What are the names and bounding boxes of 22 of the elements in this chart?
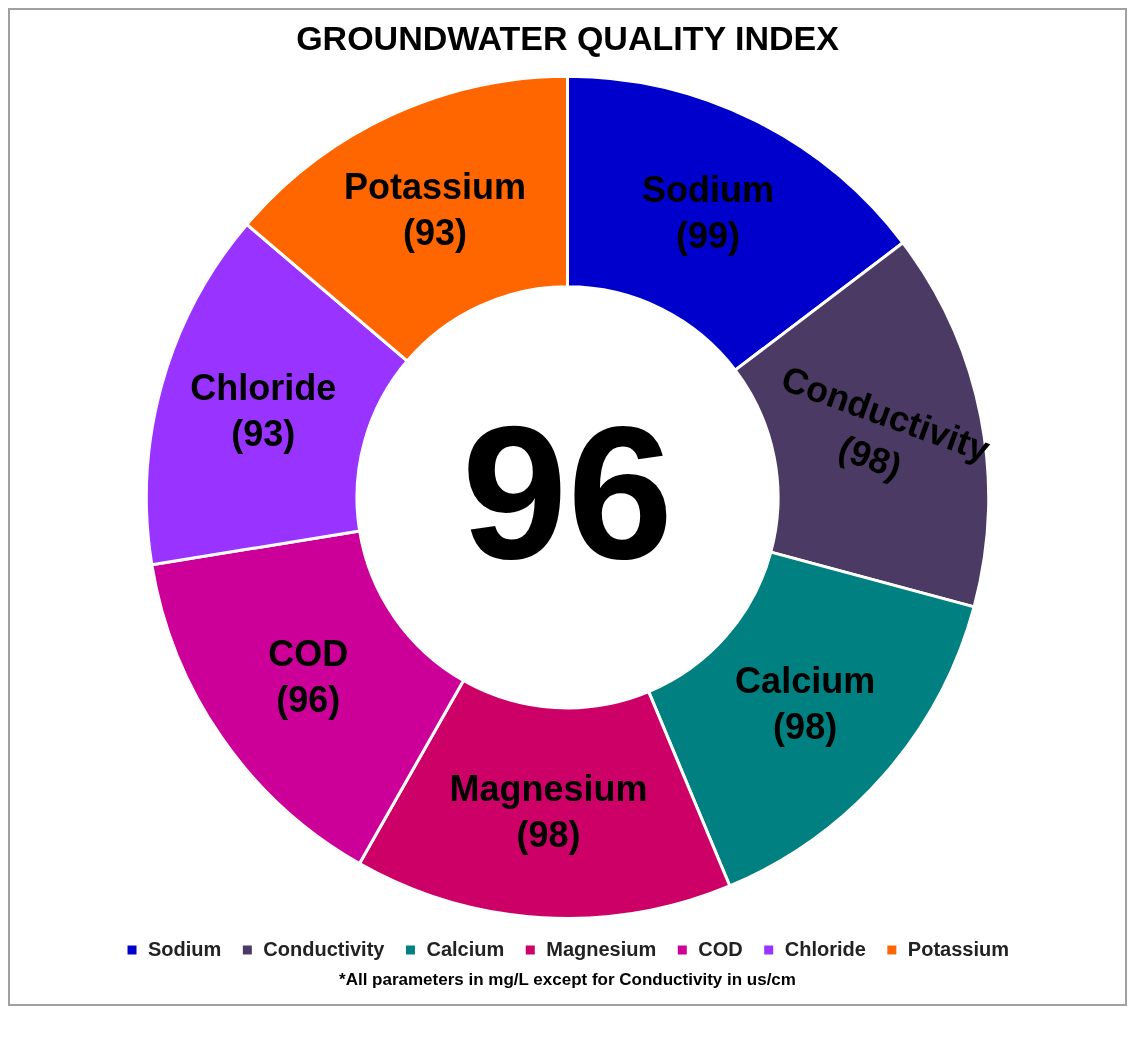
data-label: (99) xyxy=(675,215,740,257)
slice-label: Sodium xyxy=(641,169,774,211)
text: *All parameters in mg/L except for Conductivity in us/cm xyxy=(338,970,797,991)
slice-label: Chloride xyxy=(190,367,337,409)
data-label: (98) xyxy=(516,813,581,855)
slice-label: Calcium xyxy=(735,660,876,702)
data-label: (98) xyxy=(773,706,838,748)
slice-label: COD xyxy=(268,632,349,674)
text: 96 xyxy=(461,385,674,598)
legend-label: Conductivity xyxy=(263,937,386,960)
chart-title: GROUNDWATER QUALITY INDEX xyxy=(296,18,840,57)
legend-label: COD xyxy=(698,937,743,960)
legend-label: Chloride xyxy=(784,937,866,960)
legend-label: Magnesium xyxy=(546,937,657,960)
data-label: (96) xyxy=(276,678,341,720)
legend-label: Calcium xyxy=(426,937,505,960)
legend-label: Potassium xyxy=(907,937,1009,960)
slice-label: Potassium xyxy=(344,165,527,207)
data-label: (93) xyxy=(403,211,468,253)
legend-label: Sodium xyxy=(148,937,222,960)
data-label: (93) xyxy=(231,413,296,455)
slice-label: Magnesium xyxy=(449,767,648,809)
